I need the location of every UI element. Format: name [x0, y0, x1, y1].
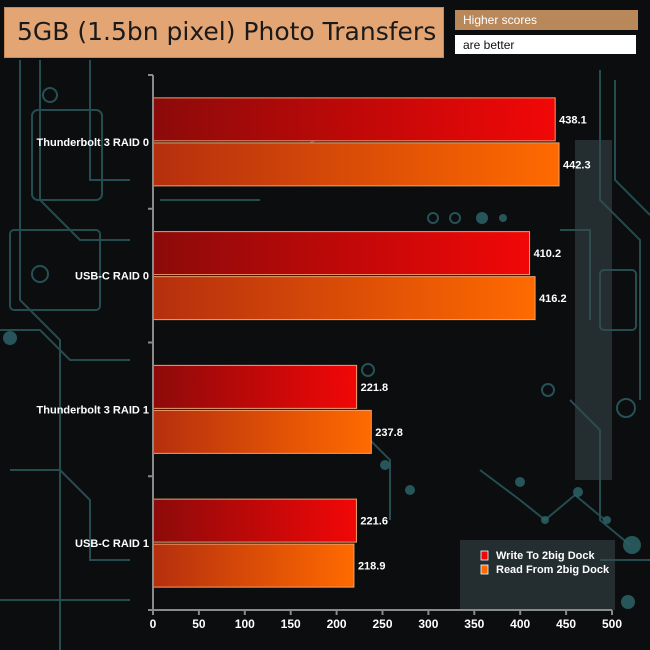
score-note-line1: Higher scores	[463, 13, 538, 27]
bar-write-3	[152, 498, 357, 543]
legend-swatch-read	[480, 564, 489, 575]
bar-read-1	[152, 276, 536, 321]
x-tick-label-6: 300	[418, 617, 438, 631]
legend-label-write: Write To 2big Dock	[496, 550, 595, 562]
x-tick-label-3: 150	[281, 617, 301, 631]
bar-read-3	[152, 543, 355, 588]
value-label-read-3: 218.9	[358, 561, 386, 573]
category-label-2: Thunderbolt 3 RAID 1	[37, 404, 149, 416]
value-label-read-0: 442.3	[563, 159, 591, 171]
x-tick-label-7: 350	[464, 617, 484, 631]
value-label-read-1: 416.2	[539, 293, 567, 305]
legend-swatch-write	[480, 550, 489, 561]
value-label-write-1: 410.2	[534, 248, 562, 260]
category-label-1: USB-C RAID 0	[75, 271, 149, 283]
x-tick-label-4: 200	[327, 617, 347, 631]
bar-read-2	[152, 409, 372, 454]
bar-write-1	[152, 231, 531, 276]
value-label-write-0: 438.1	[559, 114, 587, 126]
bar-write-2	[152, 364, 358, 409]
x-tick-label-5: 250	[372, 617, 392, 631]
score-note-box-2: are better	[455, 35, 636, 54]
chart-title-box: 5GB (1.5bn pixel) Photo Transfers	[4, 7, 444, 58]
score-note-box: Higher scores	[455, 10, 638, 30]
x-tick-label-8: 400	[510, 617, 530, 631]
x-tick-label-9: 450	[556, 617, 576, 631]
x-tick-label-0: 0	[150, 617, 157, 631]
x-tick-label-10: 500	[602, 617, 622, 631]
legend-label-read: Read From 2big Dock	[496, 564, 610, 576]
chart-title: 5GB (1.5bn pixel) Photo Transfers	[17, 17, 437, 46]
x-tick-label-2: 100	[235, 617, 255, 631]
value-label-read-2: 237.8	[375, 427, 403, 439]
score-note-line2: are better	[463, 38, 515, 52]
x-tick-label-1: 50	[192, 617, 206, 631]
bar-write-0	[152, 97, 556, 142]
value-label-write-2: 221.8	[361, 382, 389, 394]
category-label-0: Thunderbolt 3 RAID 0	[37, 137, 149, 149]
value-label-write-3: 221.6	[360, 516, 388, 528]
category-label-3: USB-C RAID 1	[75, 538, 149, 550]
bar-read-0	[152, 142, 560, 187]
